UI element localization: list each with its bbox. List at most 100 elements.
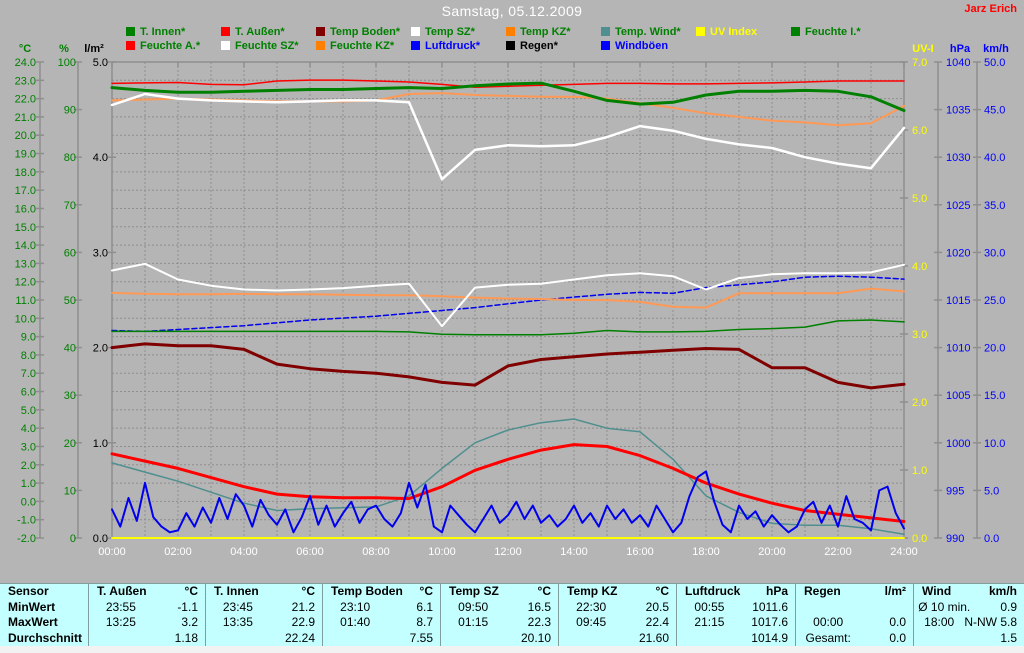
cell-value: 7.55 [409, 630, 433, 645]
col-header-unit: °C [655, 584, 669, 598]
legend-label: Temp KZ* [520, 25, 571, 38]
axis-uvi-title: UV-I [912, 43, 933, 55]
axis-uvi-tick-label: 2.0 [912, 397, 927, 409]
legend-label: Feuchte SZ* [235, 39, 299, 52]
table-cell: 20.10 [440, 630, 558, 646]
window-bottom-strip [0, 646, 1024, 653]
cell-time: Gesamt: [805, 630, 851, 645]
table-cell: 1014.9 [676, 630, 795, 646]
col-header-unit: °C [301, 584, 315, 598]
axis-lm2-tick-label: 5.0 [93, 57, 108, 69]
col-header-wind: Wind km/h [913, 584, 1024, 600]
table-corner-label: Sensor [8, 584, 49, 598]
legend-item-feuchte-kz: Feuchte KZ* [316, 39, 411, 52]
legend-label: Feuchte I.* [805, 25, 861, 38]
cell-value: 6.1 [416, 599, 433, 614]
x-tick-label: 04:00 [230, 546, 258, 558]
axis-pct-tick-label: 90 [64, 105, 76, 117]
series-t-au-en [110, 443, 906, 523]
axis-hpa-tick-label: 995 [946, 485, 964, 497]
series-temp-wind [111, 418, 905, 536]
legend-row: Feuchte A.* Feuchte SZ* Feuchte KZ* Luftdru… [126, 39, 696, 52]
axis-hpa-tick-label: 1005 [946, 390, 970, 402]
axis-hpa-tick-label: 1000 [946, 438, 970, 450]
axis-lm2-tick-label: 3.0 [93, 247, 108, 259]
col-header-name: Regen [804, 584, 841, 598]
axis-degC-tick-label: 0.0 [21, 496, 36, 508]
axis-lm2-title: l/m² [84, 43, 104, 55]
cell-value: 22.9 [291, 615, 315, 629]
cell-value: -1.1 [177, 599, 198, 614]
legend-swatch-icon [316, 27, 325, 36]
cell-time: 00:00 [813, 615, 844, 629]
col-header-luftdruck: Luftdruck hPa [676, 584, 795, 600]
cell-value: 22.24 [284, 630, 315, 645]
axis-pct-tick-label: 20 [64, 438, 76, 450]
col-header-t-innen: T. Innen °C [205, 584, 322, 600]
axis-degC-tick-label: 21.0 [15, 112, 36, 124]
col-header-t-au-en: T. Außen °C [88, 584, 205, 600]
axis-degC-tick-label: 19.0 [15, 149, 36, 161]
axis-pct-tick-label: 40 [64, 343, 76, 355]
legend-swatch-icon [316, 41, 325, 50]
x-tick-label: 06:00 [296, 546, 324, 558]
axis-degC-tick-label: 16.0 [15, 203, 36, 215]
legend-swatch-icon [126, 27, 135, 36]
cell-value: 1014.9 [751, 630, 788, 645]
legend-item-temp-kz: Temp KZ* [506, 25, 601, 38]
legend-label: UV Index [710, 25, 758, 38]
axis-uvi: 7.0 6.0 5.0 4.0 3.0 2.0 1.0 0.0 UV-I [900, 43, 934, 545]
axis-degC-tick-label: 4.0 [21, 423, 36, 435]
x-tick-label: 22:00 [824, 546, 852, 558]
page-title: Samstag, 05.12.2009 [441, 3, 583, 19]
series-temp-boden [110, 342, 906, 390]
series-luftdruck [111, 275, 905, 333]
x-tick-label: 20:00 [758, 546, 786, 558]
col-header-name: T. Innen [214, 584, 259, 598]
axis-degC-tick-label: 12.0 [15, 277, 36, 289]
table-cell: 13:25 3.2 [88, 615, 205, 631]
x-tick-label: 00:00 [98, 546, 126, 558]
axis-degC-tick-label: 9.0 [21, 332, 36, 344]
row-label-durchschnitt: Durchschnitt [8, 630, 83, 645]
legend-label: T. Außen* [235, 25, 285, 38]
legend-row: T. Innen* T. Außen* Temp Boden* Temp SZ* Tem… [126, 25, 886, 38]
weather-chart: 24.0 23.0 22.0 21.0 20.0 19.0 18.0 17.0 16.0 15.0… [15, 43, 1010, 558]
col-header-name: Temp SZ [449, 584, 499, 598]
axis-hpa-tick-label: 1030 [946, 152, 970, 164]
axis-pct-tick-label: 0 [70, 533, 76, 545]
legend-item-t-innen: T. Innen* [126, 25, 221, 38]
cell-value: 20.5 [645, 599, 669, 614]
axis-kmh-tick-label: 45.0 [984, 105, 1005, 117]
axis-pct-tick-label: 30 [64, 390, 76, 402]
axis-pct-tick-label: 100 [58, 57, 76, 69]
col-header-regen: Regen l/m² [795, 584, 913, 600]
table-cell: 21:15 1017.6 [676, 615, 795, 631]
axis-degC-tick-label: -2.0 [17, 533, 36, 545]
legend-item-temp-boden: Temp Boden* [316, 25, 411, 38]
axis-kmh-tick-label: 15.0 [984, 390, 1005, 402]
axis-degC-tick-label: 14.0 [15, 240, 36, 252]
table-cell: 22:30 20.5 [558, 599, 676, 615]
legend-label: Regen* [520, 39, 558, 52]
cell-time: 13:25 [105, 615, 136, 629]
table-cell: 23:45 21.2 [205, 599, 322, 615]
col-header-name: Luftdruck [685, 584, 741, 598]
axis-hpa-tick-label: 1020 [946, 247, 970, 259]
table-cell: 7.55 [322, 630, 440, 646]
cell-value: 1.5 [1000, 630, 1017, 645]
legend-swatch-icon [601, 41, 610, 50]
axis-uvi-tick-label: 7.0 [912, 57, 927, 69]
plot-top-ticks [111, 62, 905, 67]
axis-degC-tick-label: -1.0 [17, 515, 36, 527]
axis-lm2-tick-label: 4.0 [93, 152, 108, 164]
cell-time: 13:35 [222, 615, 253, 629]
cell-time: 23:45 [222, 599, 253, 614]
axis-kmh-tick-label: 35.0 [984, 200, 1005, 212]
cell-time: 00:55 [694, 599, 725, 614]
cell-value: 21.60 [638, 630, 669, 645]
cell-value: 1017.6 [751, 615, 788, 629]
cell-value: 8.7 [416, 615, 433, 629]
